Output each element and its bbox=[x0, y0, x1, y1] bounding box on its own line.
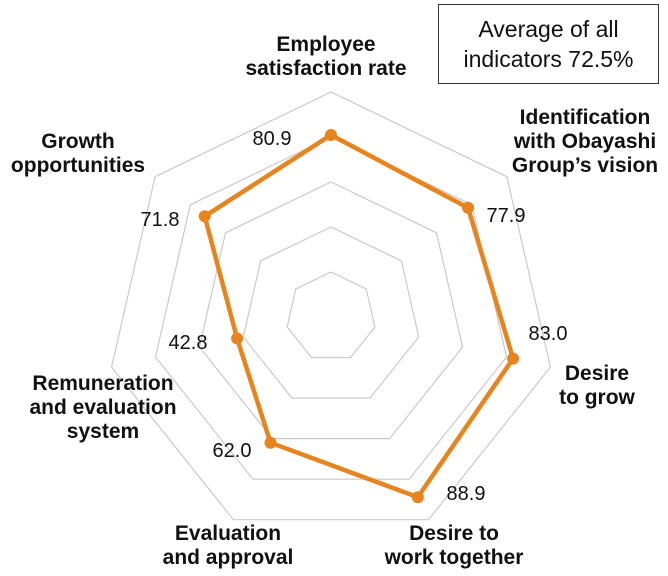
axis-label-6: Remuneration and evaluation system bbox=[29, 372, 176, 443]
axis-label-line: Desire bbox=[565, 362, 629, 385]
axis-label-2: Identification with Obayashi Group’s visio… bbox=[512, 106, 658, 177]
series-outline bbox=[202, 132, 516, 500]
grid-ring-4 bbox=[154, 136, 508, 480]
axis-label-line: and approval bbox=[163, 546, 294, 569]
value-label-1: 80.9 bbox=[253, 128, 292, 150]
data-point-6 bbox=[231, 332, 244, 345]
value-labels: 80.9 77.9 83.0 88.9 62.0 42.8 71.8 bbox=[141, 128, 568, 505]
axis-label-line: Desire to bbox=[409, 522, 499, 545]
data-point-4 bbox=[411, 491, 424, 504]
radar-series bbox=[198, 129, 520, 504]
axis-label-line: and evaluation bbox=[29, 396, 176, 419]
axis-label-line: Identification bbox=[520, 106, 651, 129]
axis-label-4: Desire to work together bbox=[384, 522, 524, 569]
value-label-2: 77.9 bbox=[487, 205, 526, 227]
axis-label-line: Group’s vision bbox=[512, 154, 658, 177]
grid-ring-1 bbox=[286, 271, 376, 359]
grid-ring-2 bbox=[242, 226, 420, 399]
axis-label-line: Evaluation bbox=[175, 522, 281, 545]
axis-label-line: Employee bbox=[276, 33, 375, 56]
data-point-7 bbox=[198, 210, 211, 223]
axis-label-line: satisfaction rate bbox=[245, 57, 406, 80]
axis-label-line: Remuneration bbox=[32, 372, 173, 395]
value-label-7: 71.8 bbox=[141, 209, 180, 231]
axis-label-line: Growth bbox=[41, 130, 115, 153]
data-point-5 bbox=[264, 436, 277, 449]
value-label-3: 83.0 bbox=[529, 323, 568, 345]
axis-label-5: Evaluation and approval bbox=[163, 522, 294, 569]
data-point-3 bbox=[507, 352, 520, 365]
axis-label-3: Desire to grow bbox=[559, 362, 635, 409]
grid-ring-5 bbox=[110, 91, 552, 521]
axis-label-line: with Obayashi bbox=[513, 130, 656, 153]
summary-line-1: Average of all bbox=[478, 16, 619, 42]
summary-line-2: indicators 72.5% bbox=[463, 46, 634, 72]
data-point-1 bbox=[325, 129, 337, 141]
axis-label-1: Employee satisfaction rate bbox=[245, 33, 406, 80]
axis-label-line: opportunities bbox=[11, 154, 145, 177]
axis-label-line: to grow bbox=[559, 386, 635, 409]
axis-label-line: system bbox=[67, 420, 139, 443]
value-label-6: 42.8 bbox=[169, 332, 208, 354]
value-label-5: 62.0 bbox=[213, 440, 252, 462]
value-label-4: 88.9 bbox=[447, 483, 486, 505]
grid-ring-3 bbox=[198, 181, 464, 440]
radar-grid bbox=[110, 91, 552, 521]
data-point-2 bbox=[462, 201, 474, 214]
axis-label-7: Growth opportunities bbox=[11, 130, 145, 177]
axis-label-line: work together bbox=[384, 546, 524, 569]
average-summary-box: Average of all indicators 72.5% bbox=[438, 4, 659, 84]
